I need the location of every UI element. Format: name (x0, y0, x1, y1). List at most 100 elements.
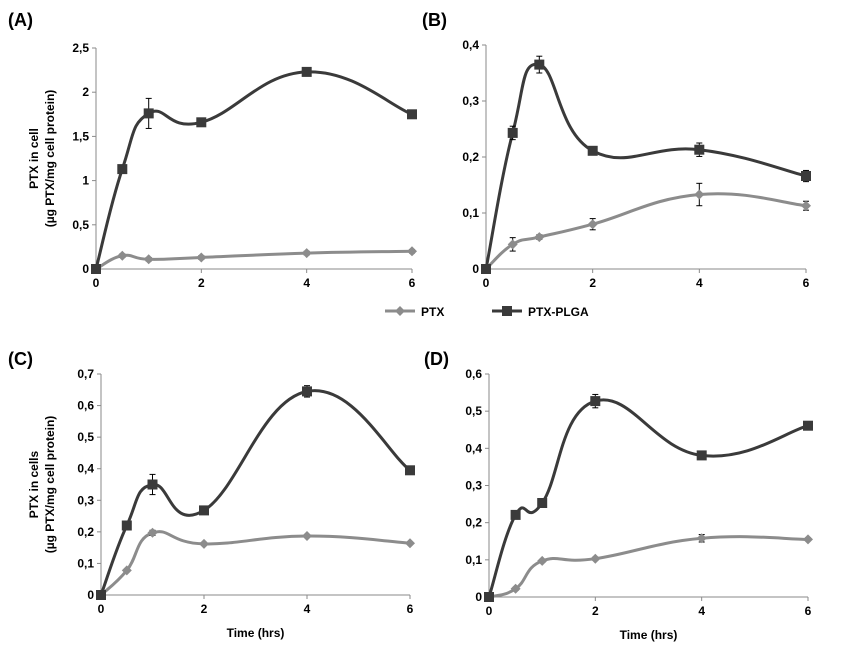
chart-panel-d: (D) 0 0,1 0,2 0,3 0,4 0,5 0,6 0 2 4 6 Time (hrs) (424, 349, 813, 642)
data-point-square (117, 164, 128, 175)
legend-marker-diamond (395, 306, 405, 316)
data-point-square (507, 127, 518, 138)
series-line (99, 530, 411, 597)
x-axis-title: Time (hrs) (620, 628, 678, 642)
series-ptx (91, 246, 417, 274)
data-point-diamond (117, 250, 128, 261)
x-axis-title: Time (hrs) (227, 626, 285, 640)
series-line (95, 249, 413, 271)
data-point-square (302, 386, 312, 397)
x-tick-label: 0 (98, 602, 105, 616)
x-tick-label: 4 (696, 276, 703, 290)
data-point-square (147, 479, 158, 490)
panel-label: (C) (8, 349, 33, 369)
y-tick-label: 0,3 (462, 94, 479, 108)
series-ptx (481, 182, 811, 274)
data-point-square (534, 59, 545, 70)
data-point-square (199, 505, 209, 516)
data-point-square (484, 592, 494, 602)
y-tick-label: 1 (82, 174, 89, 188)
y-tick-label: 0,6 (465, 367, 482, 381)
y-tick-label: 1,5 (72, 129, 89, 143)
y-tick-label: 0,1 (462, 206, 479, 220)
y-tick-label: 0,7 (77, 367, 94, 381)
data-point-square (143, 108, 154, 119)
y-tick-label: 0,5 (72, 218, 89, 232)
x-tick-label: 6 (407, 602, 414, 616)
data-point-diamond (590, 553, 601, 564)
data-point-diamond (199, 538, 209, 549)
data-point-diamond (407, 246, 417, 257)
data-point-diamond (537, 555, 548, 566)
y-tick-label: 0,2 (77, 525, 94, 539)
data-point-square (121, 520, 132, 531)
legend-marker-square (502, 306, 512, 316)
data-point-square (803, 420, 813, 431)
data-point-square (301, 66, 312, 77)
data-point-diamond (405, 538, 415, 549)
legend-label: PTX (421, 305, 444, 319)
series-ptx-plga (91, 66, 417, 274)
chart-panel-a: (A) 0 0,5 1 1,5 2 2,5 0 2 4 6 PTX in cell (µg PTX/mg… (8, 10, 417, 290)
data-point-diamond (801, 200, 811, 211)
data-point-diamond (587, 219, 598, 230)
chart-panel-b: (B) 0 0,1 0,2 0,3 0,4 0 2 4 6 (422, 10, 811, 290)
legend-label: PTX-PLGA (528, 305, 589, 319)
legend: PTX PTX-PLGA (385, 305, 589, 319)
data-point-diamond (510, 583, 521, 594)
y-axis-title: PTX in cell (27, 128, 41, 189)
data-point-square (407, 109, 417, 120)
y-tick-label: 0 (82, 262, 89, 276)
y-tick-label: 0,3 (465, 479, 482, 493)
y-axis-title: (µg PTX/mg cell protein) (43, 90, 57, 228)
data-point-square (694, 144, 705, 155)
data-point-diamond (147, 527, 158, 538)
x-tick-label: 4 (304, 602, 311, 616)
y-tick-label: 0,2 (465, 516, 482, 530)
data-point-diamond (196, 252, 207, 263)
x-tick-label: 2 (592, 604, 599, 618)
data-point-diamond (302, 531, 312, 541)
panel-label: (D) (424, 349, 449, 369)
series-line (99, 389, 411, 596)
x-tick-label: 0 (486, 604, 493, 618)
x-tick-label: 0 (93, 276, 100, 290)
y-tick-label: 2 (82, 85, 89, 99)
y-tick-label: 0 (87, 588, 94, 602)
y-axis-title: (µg PTX/mg cell protein) (43, 416, 57, 554)
y-tick-label: 0,2 (462, 150, 479, 164)
y-tick-label: 0,3 (77, 493, 94, 507)
data-point-square (510, 509, 521, 520)
data-point-diamond (694, 189, 705, 200)
panel-label: (B) (422, 10, 447, 30)
data-point-diamond (143, 254, 154, 265)
y-tick-label: 0,6 (77, 399, 94, 413)
x-tick-label: 2 (589, 276, 596, 290)
series-line (488, 535, 809, 599)
y-tick-label: 0,4 (465, 441, 482, 455)
data-point-square (696, 450, 707, 461)
series-ptx (96, 527, 415, 600)
data-point-square (405, 465, 415, 476)
series-ptx-plga (481, 55, 811, 274)
x-tick-label: 6 (805, 604, 812, 618)
data-point-diamond (534, 232, 545, 243)
data-point-diamond (803, 534, 813, 545)
y-tick-label: 0 (472, 262, 479, 276)
panel-label: (A) (8, 10, 33, 30)
data-point-square (91, 264, 101, 274)
series-ptx-plga (484, 393, 813, 602)
y-tick-label: 0,4 (77, 462, 94, 476)
series-line (487, 398, 809, 598)
series-ptx (484, 533, 813, 602)
data-point-diamond (507, 239, 518, 250)
y-tick-label: 2,5 (72, 41, 89, 55)
data-point-diamond (301, 248, 312, 259)
y-tick-label: 0,1 (465, 553, 482, 567)
y-tick-label: 0,5 (465, 404, 482, 418)
y-tick-label: 0 (475, 590, 482, 604)
data-point-square (537, 498, 548, 508)
chart-panel-c: (C) 0 0,1 0,2 0,3 0,4 0,5 0,6 0,7 0 2 4 6 PTX in cell… (8, 349, 415, 640)
y-axis-title: PTX in cells (27, 450, 41, 518)
y-tick-label: 0,1 (77, 556, 94, 570)
